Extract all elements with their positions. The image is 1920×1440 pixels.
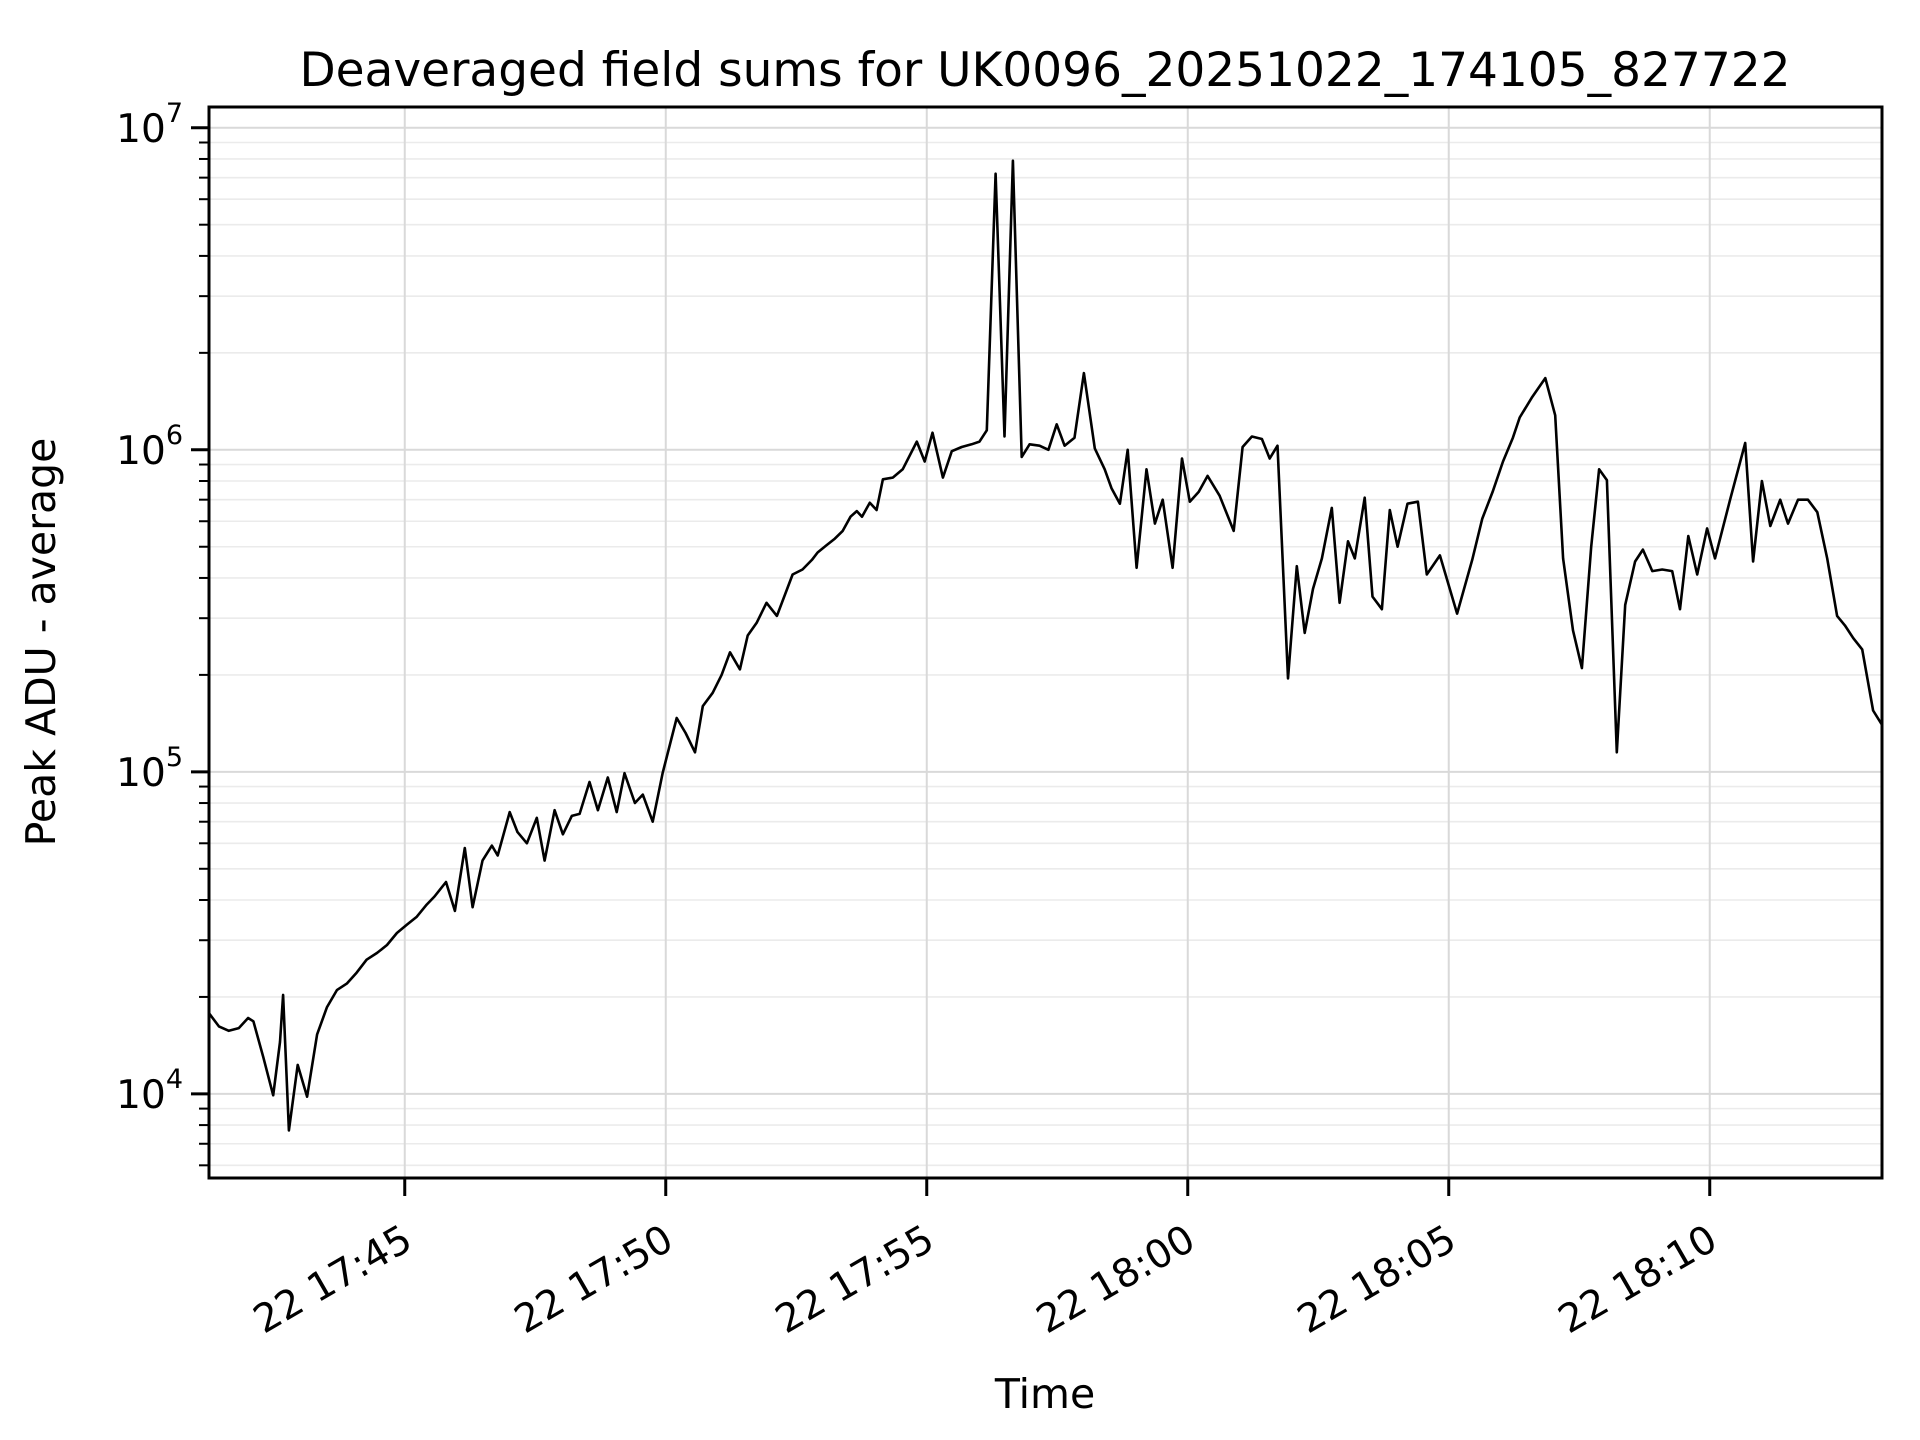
x-tick-label: 22 17:45 [246,1217,420,1343]
minor-gridlines [209,141,1882,1167]
data-series [207,159,1884,1132]
x-tick-label: 22 18:00 [1029,1217,1203,1343]
plot-area-border [207,105,1884,1180]
x-tick-label: 22 18:10 [1551,1217,1725,1343]
axis-ticks [191,126,1712,1196]
y-tick-label: 106 [116,420,183,474]
chart-title: Deaveraged field sums for UK0096_2025102… [299,43,1790,98]
y-tick-label: 105 [116,742,183,796]
y-tick-label: 107 [116,98,183,152]
axis-tick-labels: 104 105 106 107 22 17:45 22 17:50 22 17:55 22 1… [116,98,1725,1343]
x-tick-label: 22 17:55 [768,1217,942,1343]
y-axis-label: Peak ADU - average [17,438,65,847]
x-axis-label: Time [994,1370,1095,1418]
x-tick-label: 22 18:05 [1290,1217,1464,1343]
y-tick-label: 104 [116,1064,183,1118]
major-gridlines [209,107,1882,1178]
x-tick-label: 22 17:50 [507,1217,681,1343]
data-line [207,159,1884,1132]
